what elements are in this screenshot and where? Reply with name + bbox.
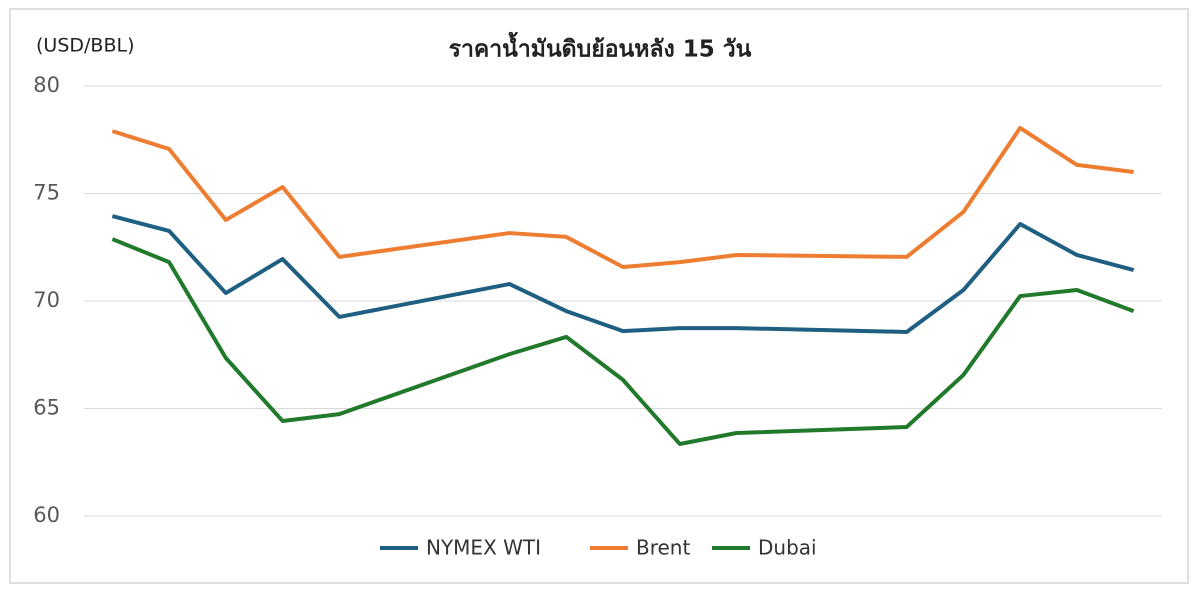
- y-tick-label: 75: [33, 181, 60, 205]
- legend-label: NYMEX WTI: [426, 536, 541, 560]
- chart-border: [9, 8, 1189, 584]
- series-line: [111, 125, 1134, 270]
- y-tick-label: 65: [33, 396, 60, 420]
- series-line: [111, 237, 1135, 446]
- y-tick-label: 60: [33, 503, 60, 527]
- y-axis-label: (USD/BBL): [36, 35, 134, 57]
- series-line: [111, 214, 1135, 334]
- y-tick-label: 80: [33, 73, 60, 97]
- y-tick-label: 70: [33, 288, 60, 312]
- legend-label: Brent: [636, 536, 690, 560]
- chart-title: ราคาน้ำมันดิบย้อนหลัง 15 วัน: [449, 32, 752, 63]
- legend-label: Dubai: [758, 536, 817, 560]
